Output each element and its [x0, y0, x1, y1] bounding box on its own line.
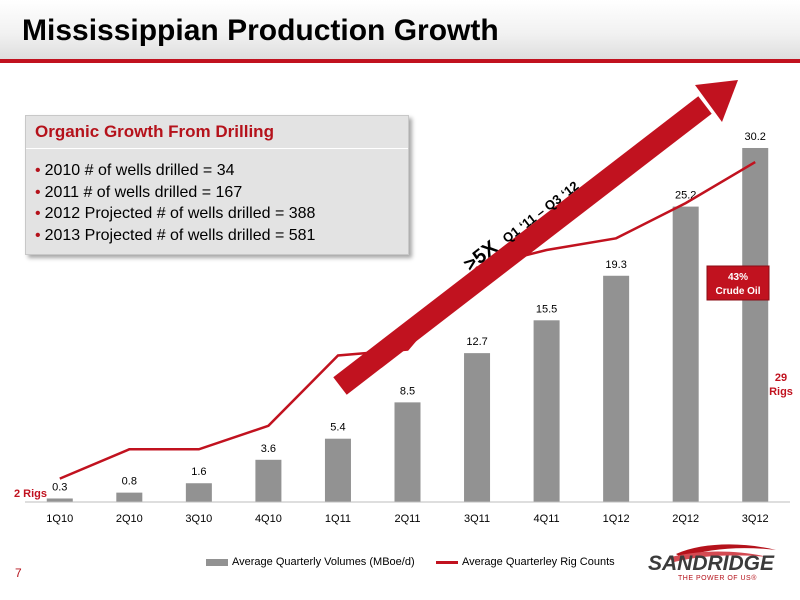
growth-arrow-head [695, 80, 738, 122]
sandridge-logo: SANDRIDGE THE POWER OF US® [648, 540, 788, 586]
legend-line-swatch [436, 560, 458, 564]
legend-item-volumes: Average Quarterly Volumes (MBoe/d) [206, 556, 415, 568]
data-label-1Q11: 5.4 [330, 422, 345, 434]
logo-wordmark: SANDRIDGE [648, 552, 775, 575]
data-label-2Q11: 8.5 [400, 385, 415, 397]
callout-bullet: • 2011 # of wells drilled = 167 [35, 183, 243, 201]
logo-swoosh-icon [668, 544, 776, 562]
x-tick-4Q10: 4Q10 [255, 513, 282, 525]
data-label-4Q10: 3.6 [261, 443, 276, 455]
bar-1Q11 [324, 438, 351, 502]
page-title: Mississippian Production Growth [22, 14, 499, 47]
crude-oil-badge: 43% Crude Oil [706, 265, 770, 301]
bars-layer [46, 147, 769, 502]
legend-item-rigs: Average Quarterley Rig Counts [436, 556, 615, 568]
bar-2Q11 [394, 402, 421, 502]
callout-bullet: • 2012 Projected # of wells drilled = 388 [35, 205, 316, 222]
rig-end-number: 29 [775, 372, 787, 384]
data-label-3Q11: 12.7 [466, 336, 487, 348]
crude-oil-pct: 43% [728, 272, 748, 283]
chart-legend: Average Quarterly Volumes (MBoe/d) Avera… [206, 556, 646, 574]
x-tick-1Q11: 1Q11 [325, 513, 351, 525]
x-tick-4Q11: 4Q11 [534, 513, 560, 525]
data-labels-layer: 0.3 0.81.63.65.48.512.715.519.325.230.2 [52, 131, 766, 493]
x-tick-2Q10: 2Q10 [116, 513, 143, 525]
rig-count-line [59, 161, 756, 480]
data-label-3Q12: 30.2 [745, 131, 766, 143]
x-tick-3Q12: 3Q12 [742, 513, 769, 525]
title-bar: Mississippian Production Growth [0, 0, 800, 63]
callout-divider [26, 148, 408, 149]
bar-4Q10 [255, 459, 282, 502]
x-tick-2Q11: 2Q11 [394, 513, 420, 525]
bar-4Q11 [533, 320, 560, 502]
rig-start-label: 2 Rigs [14, 488, 47, 500]
callout-bullet: • 2010 # of wells drilled = 34 [35, 162, 235, 179]
page-number: 7 [15, 566, 22, 580]
title-rule [0, 59, 800, 63]
data-label-4Q11: 15.5 [536, 303, 557, 315]
callout-bullet: • 2013 Projected # of wells drilled = 581 [35, 226, 316, 244]
bar-3Q12 [742, 147, 769, 502]
x-ticks-layer: 1Q10 2Q10 3Q10 4Q10 1Q11 2Q11 3Q11 4Q11 1Q12 2Q12… [46, 513, 768, 525]
callout-box: Organic Growth From Drilling • 2010 # of … [25, 115, 409, 255]
bar-2Q12 [672, 206, 699, 502]
bar-3Q11 [464, 353, 491, 502]
x-tick-1Q12: 1Q12 [603, 513, 630, 525]
data-label-1Q10: 0.3 [52, 481, 67, 493]
bar-2Q10 [116, 492, 143, 502]
x-tick-1Q10: 1Q10 [46, 513, 73, 525]
callout-title: Organic Growth From Drilling [35, 122, 274, 141]
data-label-2Q10: 0.8 [122, 476, 137, 488]
bar-1Q12 [603, 275, 630, 502]
crude-oil-text: Crude Oil [715, 286, 760, 297]
rig-end-word: Rigs [769, 386, 793, 398]
bar-1Q10 [46, 498, 73, 502]
x-tick-3Q10: 3Q10 [185, 513, 212, 525]
logo-tagline: THE POWER OF US® [678, 575, 757, 582]
callout-list: • 2010 # of wells drilled = 34 • 2011 # of… [35, 160, 315, 246]
data-label-1Q12: 19.3 [605, 259, 626, 271]
data-label-3Q10: 1.6 [191, 466, 206, 478]
x-tick-3Q11: 3Q11 [464, 513, 490, 525]
bar-3Q10 [185, 483, 212, 502]
x-tick-2Q12: 2Q12 [672, 513, 699, 525]
legend-bar-swatch [206, 558, 228, 566]
growth-arrow-shaft [333, 96, 712, 395]
